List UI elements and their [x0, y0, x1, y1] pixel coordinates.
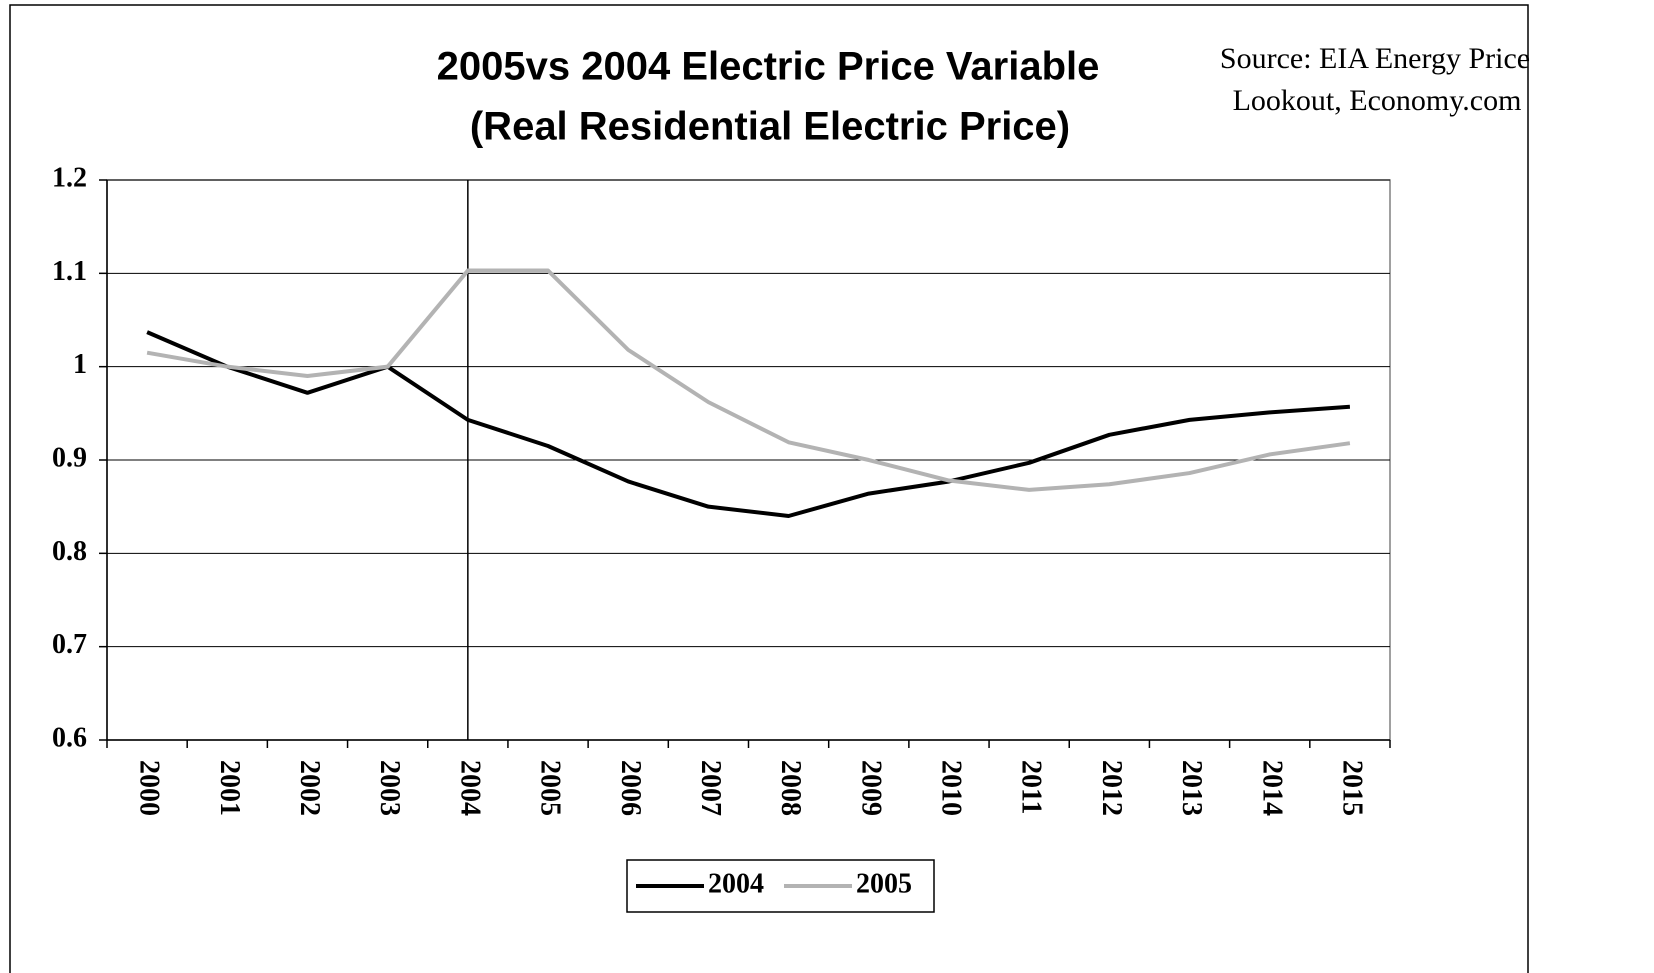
y-tick-label: 0.8 [52, 536, 87, 567]
x-tick-label: 2014 [1256, 760, 1287, 816]
y-tick-label: 1.1 [52, 256, 87, 287]
x-tick-label: 2015 [1336, 760, 1367, 816]
y-tick-label: 0.6 [52, 722, 87, 753]
y-tick-label: 0.9 [52, 442, 87, 473]
annotation: Source: EIA Energy Price [1220, 42, 1530, 75]
x-tick-label: 2012 [1096, 760, 1127, 816]
y-tick-label: 0.7 [52, 629, 87, 660]
x-tick-label: 2003 [374, 760, 405, 816]
line-series [146, 268, 1351, 492]
x-tick-label: 2001 [214, 760, 245, 816]
line-series [146, 330, 1351, 518]
annotation: Lookout, Economy.com [1233, 84, 1522, 117]
legend-label: 2004 [708, 868, 764, 899]
x-tick-label: 2004 [454, 760, 485, 816]
x-tick-label: 2000 [134, 760, 165, 816]
x-tick-label: 2013 [1176, 760, 1207, 816]
legend-label: 2005 [856, 868, 912, 899]
chart-title: (Real Residential Electric Price) [470, 105, 1070, 149]
x-tick-label: 2011 [1016, 760, 1047, 814]
x-tick-label: 2002 [294, 760, 325, 816]
y-tick-label: 1 [73, 349, 87, 380]
chart-title: 2005vs 2004 Electric Price Variable [437, 45, 1100, 89]
x-tick-label: 2005 [535, 760, 566, 816]
x-tick-label: 2010 [936, 760, 967, 816]
x-tick-label: 2008 [775, 760, 806, 816]
frame [9, 4, 1529, 973]
x-tick-label: 2006 [615, 760, 646, 816]
x-tick-label: 2007 [695, 760, 726, 816]
x-tick-label: 2009 [855, 760, 886, 816]
y-tick-label: 1.2 [52, 162, 87, 193]
